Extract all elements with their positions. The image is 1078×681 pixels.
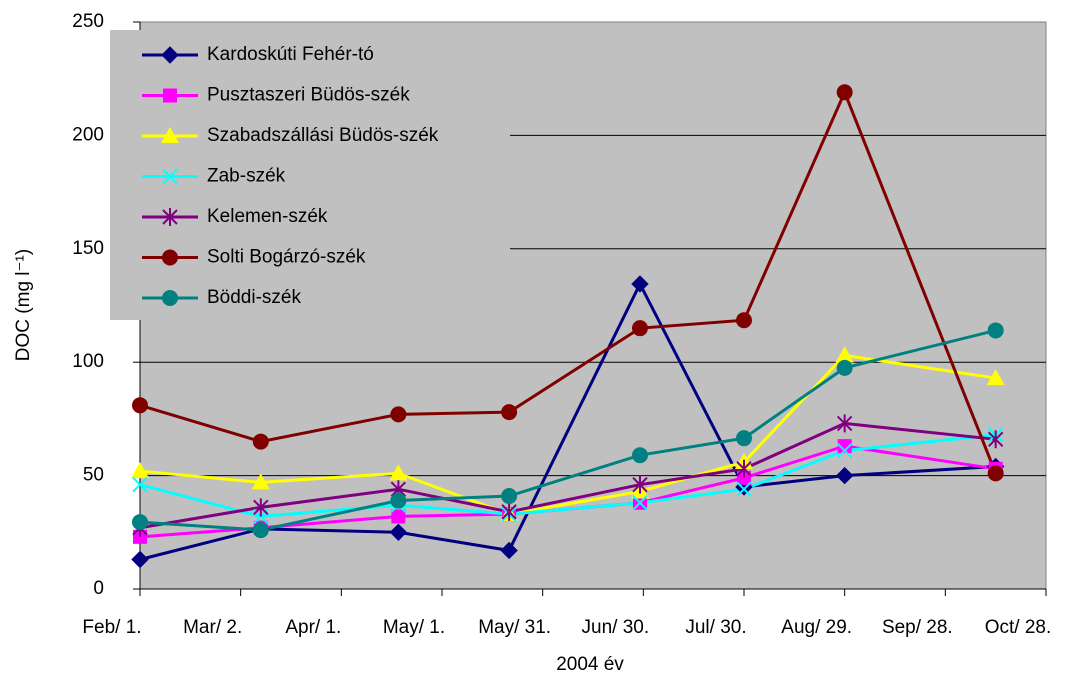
legend-label: Solti Bogárzó-szék <box>207 247 366 268</box>
legend-label: Szabadszállási Büdös-szék <box>207 125 439 146</box>
marker <box>252 522 269 539</box>
marker <box>987 430 1004 449</box>
marker <box>389 523 408 542</box>
marker <box>132 476 148 493</box>
marker <box>501 488 518 505</box>
series-line <box>139 280 996 561</box>
marker <box>632 475 648 494</box>
legend-label: Böddi-szék <box>207 287 301 308</box>
marker <box>500 541 518 560</box>
marker <box>161 127 179 143</box>
x-tick-label: May/ 1. <box>383 617 445 638</box>
legend-label: Kardoskúti Fehér-tó <box>207 44 374 65</box>
y-tick-label: 250 <box>72 11 104 32</box>
marker <box>736 459 752 478</box>
marker <box>161 46 179 64</box>
marker <box>389 464 408 481</box>
marker <box>736 430 752 447</box>
y-axis-title: DOC (mg l⁻¹) <box>13 249 34 361</box>
marker <box>252 433 269 450</box>
marker <box>501 502 517 521</box>
marker <box>133 529 147 544</box>
legend-label: Zab-szék <box>207 166 286 187</box>
marker <box>836 84 853 101</box>
series-line <box>139 421 996 530</box>
y-tick-label: 200 <box>72 124 104 145</box>
marker <box>835 346 854 363</box>
marker <box>253 498 269 517</box>
x-axis-title: 2004 év <box>556 654 624 675</box>
marker <box>631 447 648 464</box>
y-tick-label: 0 <box>93 578 104 599</box>
marker <box>836 442 853 459</box>
series-line <box>139 433 996 518</box>
y-tick-label: 50 <box>83 465 104 486</box>
marker <box>736 312 752 329</box>
x-tick-label: Mar/ 2. <box>183 617 242 638</box>
x-tick-label: Jun/ 30. <box>582 617 650 638</box>
x-tick-label: May/ 31. <box>478 617 551 638</box>
marker <box>390 406 407 423</box>
legend-label: Kelemen-szék <box>207 206 328 227</box>
marker <box>631 320 648 337</box>
x-tick-label: Oct/ 28. <box>985 617 1052 638</box>
x-tick-label: Aug/ 29. <box>781 617 852 638</box>
x-tick-label: Sep/ 28. <box>882 617 953 638</box>
x-tick-label: Feb/ 1. <box>82 617 141 638</box>
series-line <box>139 88 998 474</box>
marker <box>162 249 178 266</box>
x-tick-label: Apr/ 1. <box>285 617 341 638</box>
marker <box>632 495 648 511</box>
marker <box>132 514 148 531</box>
marker <box>163 88 177 103</box>
marker <box>501 404 518 421</box>
marker <box>631 275 649 293</box>
marker <box>162 290 178 306</box>
y-tick-label: 150 <box>72 238 104 259</box>
marker <box>162 168 178 185</box>
marker <box>836 359 853 376</box>
marker <box>987 465 1004 482</box>
marker <box>162 208 178 226</box>
marker <box>390 492 407 509</box>
marker <box>391 509 406 524</box>
marker <box>837 439 852 454</box>
x-tick-label: Jul/ 30. <box>685 617 746 638</box>
y-tick-label: 100 <box>72 351 104 372</box>
marker <box>131 550 149 569</box>
marker <box>736 481 752 497</box>
marker <box>132 397 148 414</box>
marker <box>836 414 853 433</box>
marker <box>987 322 1004 339</box>
marker <box>251 473 270 490</box>
marker <box>986 369 1005 386</box>
series-line <box>139 328 997 532</box>
series-line <box>139 353 996 516</box>
legend-label: Pusztaszeri Büdös-szék <box>207 85 410 106</box>
marker <box>835 466 854 485</box>
marker <box>737 470 751 485</box>
marker <box>131 462 149 479</box>
